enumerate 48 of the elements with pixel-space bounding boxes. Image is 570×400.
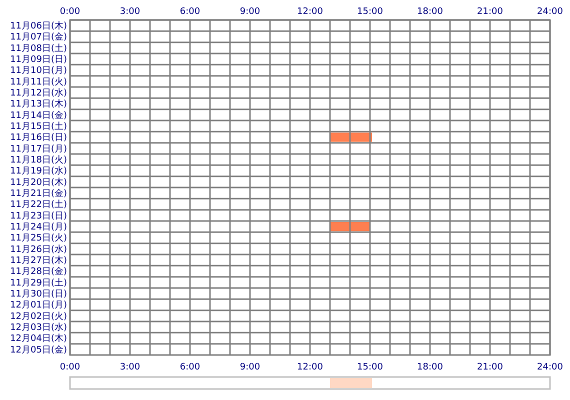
x-tick-label: 9:00 bbox=[240, 7, 260, 17]
y-tick-label: 11月29日(土) bbox=[10, 277, 67, 288]
y-tick-label: 11月06日(木) bbox=[10, 20, 67, 32]
y-tick-label: 11月16日(日) bbox=[10, 133, 67, 144]
y-tick-label: 11月23日(日) bbox=[10, 211, 67, 222]
x2-tick-label: 24:00 bbox=[537, 362, 564, 372]
y-tick-label: 11月18日(火) bbox=[10, 154, 67, 166]
y-tick-label: 11月15日(土) bbox=[10, 120, 67, 132]
x2-tick-label: 0:00 bbox=[60, 362, 80, 372]
y-tick-label: 11月09日(日) bbox=[10, 54, 67, 65]
y-tick-label: 11月24日(月) bbox=[10, 222, 67, 232]
y-tick-label: 11月30日(日) bbox=[10, 289, 67, 300]
x-tick-label: 6:00 bbox=[180, 7, 200, 17]
x2-tick-label: 15:00 bbox=[357, 362, 384, 372]
x-tick-label: 12:00 bbox=[297, 7, 324, 17]
y-tick-label: 11月20日(木) bbox=[10, 176, 67, 188]
x2-tick-label: 9:00 bbox=[240, 362, 260, 372]
y-tick-label: 12月02日(火) bbox=[10, 310, 67, 322]
x2-tick-label: 12:00 bbox=[297, 362, 324, 372]
y-tick-label: 11月12日(水) bbox=[10, 87, 67, 98]
x2-tick-label: 18:00 bbox=[417, 362, 444, 372]
x2-tick-label: 6:00 bbox=[180, 362, 200, 372]
y-tick-label: 11月17日(月) bbox=[10, 144, 67, 154]
y-tick-label: 11月10日(月) bbox=[10, 66, 67, 76]
y-tick-label: 11月14日(金) bbox=[10, 110, 67, 121]
x-tick-label: 21:00 bbox=[477, 7, 504, 17]
y-tick-label: 12月05日(金) bbox=[10, 344, 67, 356]
x2-tick-label: 21:00 bbox=[477, 362, 504, 372]
y-tick-label: 12月03日(水) bbox=[10, 322, 67, 333]
y-tick-label: 12月04日(木) bbox=[10, 333, 67, 344]
y-tick-label: 11月11日(火) bbox=[10, 76, 67, 88]
y-tick-label: 11月21日(金) bbox=[10, 188, 67, 199]
y-tick-label: 12月01日(月) bbox=[10, 300, 67, 311]
x-tick-label: 0:00 bbox=[60, 7, 80, 17]
x-tick-label: 18:00 bbox=[417, 7, 444, 17]
y-tick-label: 11月25日(火) bbox=[10, 232, 67, 244]
y-tick-label: 11月28日(金) bbox=[10, 266, 67, 278]
y-tick-label: 11月08日(土) bbox=[10, 42, 67, 54]
x-tick-label: 3:00 bbox=[120, 7, 140, 17]
y-tick-label: 11月27日(木) bbox=[10, 254, 67, 266]
y-tick-label: 11月07日(金) bbox=[10, 32, 67, 43]
y-tick-label: 11月26日(水) bbox=[10, 244, 67, 255]
y-tick-label: 11月22日(土) bbox=[10, 199, 67, 210]
x-tick-label: 24:00 bbox=[537, 7, 564, 17]
y-tick-label: 11月19日(水) bbox=[10, 166, 67, 177]
x2-tick-label: 3:00 bbox=[120, 362, 140, 372]
x-tick-label: 15:00 bbox=[357, 7, 384, 17]
y-tick-label: 11月13日(木) bbox=[10, 98, 67, 110]
